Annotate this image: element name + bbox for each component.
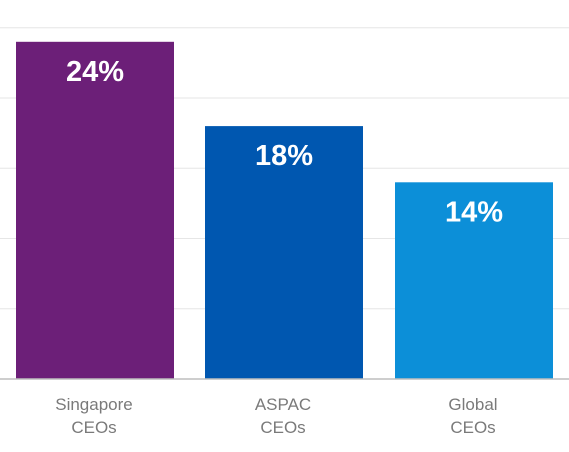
category-label: Global: [448, 395, 497, 414]
category-labels: Singapore CEOs ASPAC CEOs Global CEOs: [55, 395, 497, 437]
category-label: CEOs: [260, 418, 305, 437]
data-label: 18%: [255, 140, 313, 172]
category-label: CEOs: [71, 418, 116, 437]
bar-global: [395, 182, 553, 379]
bars: [16, 41, 553, 380]
category-label: Singapore: [55, 395, 133, 414]
category-label: CEOs: [450, 418, 495, 437]
category-label: ASPAC: [255, 395, 311, 414]
data-label: 24%: [66, 56, 124, 88]
data-label: 14%: [445, 196, 503, 228]
bar-singapore: [16, 41, 174, 380]
data-labels: 24% 18% 14%: [66, 56, 503, 229]
bar-aspac: [205, 126, 363, 379]
